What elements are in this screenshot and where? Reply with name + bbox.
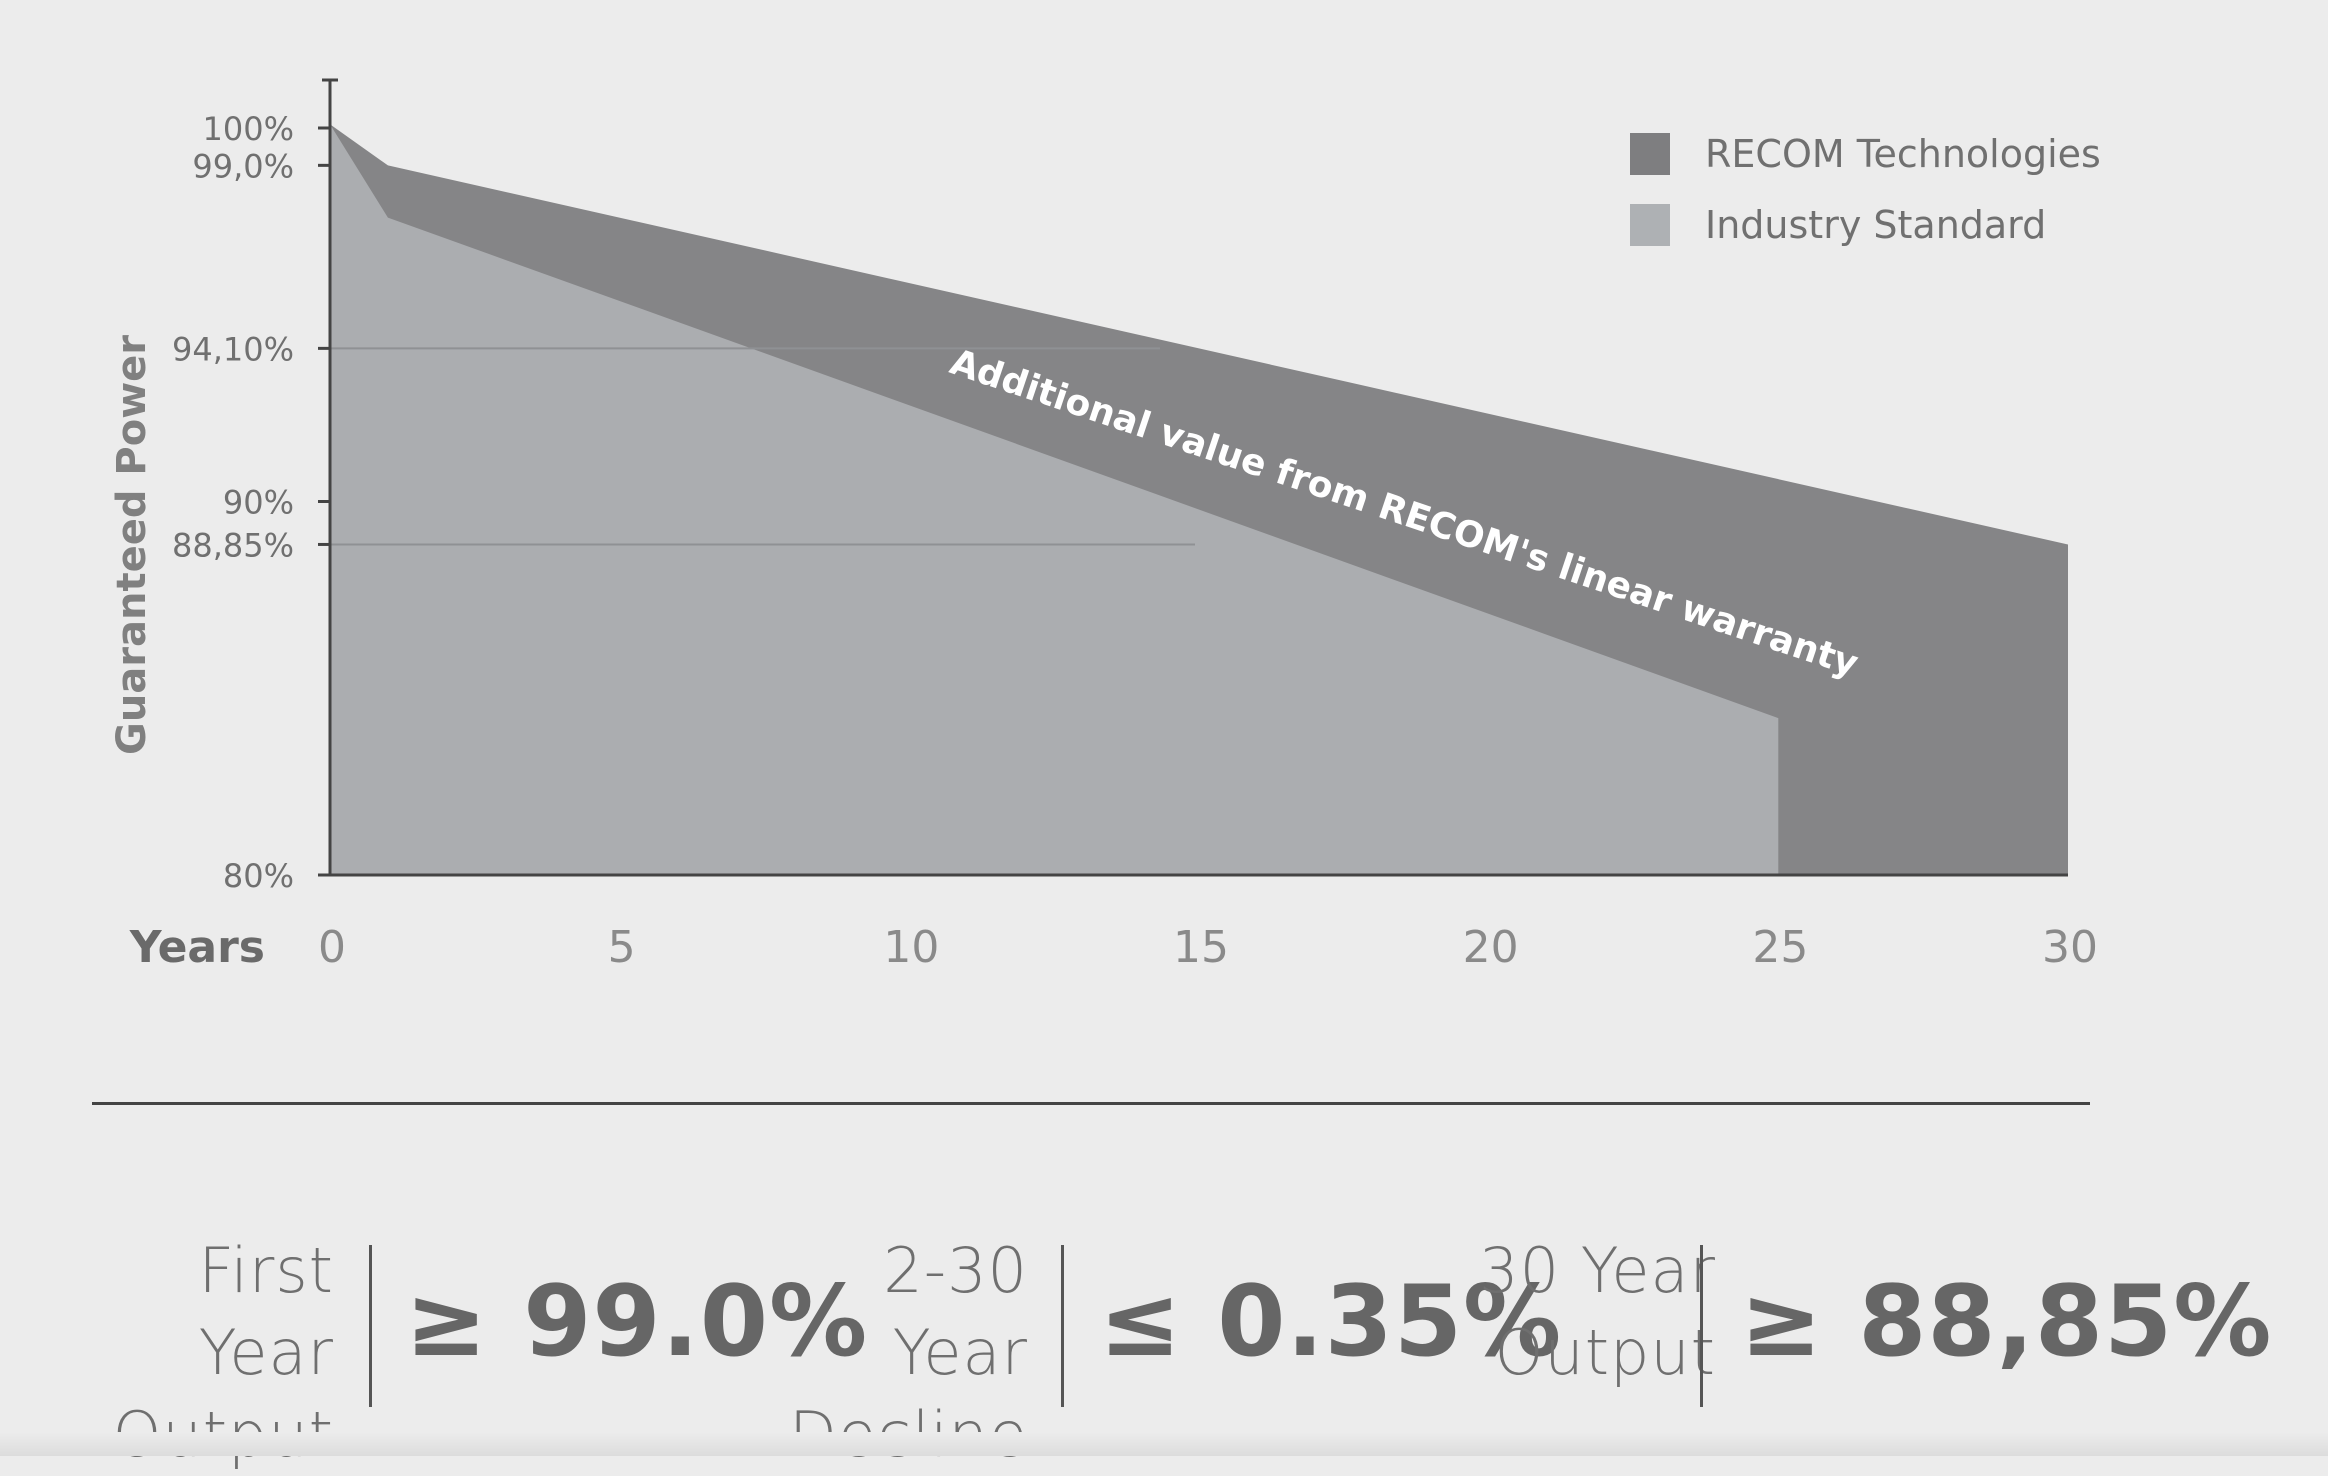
legend-swatch-industry (1630, 204, 1670, 246)
x-tick-label: 10 (883, 922, 939, 973)
stat-label-line: 2-30 Year (883, 1234, 1028, 1389)
y-ticks-layer: 100%99,0% 94,10% 90% 88,85% 80% (172, 110, 330, 895)
y-axis-title: Guaranteed Power (109, 335, 155, 755)
y-tick-label: 80% (223, 857, 294, 895)
stat-label-line: 30 Year (1479, 1234, 1716, 1307)
stat-label-line: First Year (198, 1234, 334, 1389)
legend-label-industry: Industry Standard (1705, 203, 2046, 247)
stat-separator (1700, 1245, 1703, 1407)
stat-separator (369, 1245, 372, 1407)
x-tick-label: 25 (1752, 922, 1808, 973)
y-tick-label: 94,10% (172, 330, 294, 368)
y-tick-label: 99,0% (192, 147, 294, 185)
stat-label-30-year: 30 Year Output (1450, 1230, 1716, 1394)
legend-swatch-recom (1630, 133, 1670, 175)
stat-value-30-year: ≥ 88,85% (1740, 1265, 2273, 1379)
x-tick-label: 0 (318, 922, 346, 973)
section-divider (92, 1102, 2090, 1105)
stat-label-line: Output (1494, 1316, 1716, 1389)
axes-layer (322, 78, 2068, 877)
y-tick-label: 90% (223, 484, 294, 522)
warranty-chart: 100%99,0% 94,10% 90% 88,85% 80% 0 5 10 15 20 25 30… (109, 78, 2101, 973)
bottom-band (0, 1432, 2328, 1456)
x-tick-label: 5 (608, 922, 636, 973)
legend-label-recom: RECOM Technologies (1705, 132, 2101, 176)
y-tick-label: 100% (203, 110, 294, 148)
x-axis-title: Years (129, 922, 265, 973)
stats-row: First Year Output ≥ 99.0% 2-30 Year Decl… (0, 1230, 2328, 1471)
area-industry-standard (330, 124, 1779, 876)
stat-value-decline: ≤ 0.35% (1099, 1265, 1563, 1379)
x-ticks-layer: 0 5 10 15 20 25 30 (318, 922, 2098, 973)
x-tick-label: 15 (1173, 922, 1229, 973)
stat-separator (1061, 1245, 1064, 1407)
x-tick-label: 20 (1463, 922, 1519, 973)
x-tick-label: 30 (2042, 922, 2098, 973)
area-layer (330, 124, 2068, 876)
legend: RECOM Technologies Industry Standard (1630, 132, 2101, 247)
stat-value-first-year: ≥ 99.0% (405, 1265, 869, 1379)
y-tick-label: 88,85% (172, 526, 294, 564)
